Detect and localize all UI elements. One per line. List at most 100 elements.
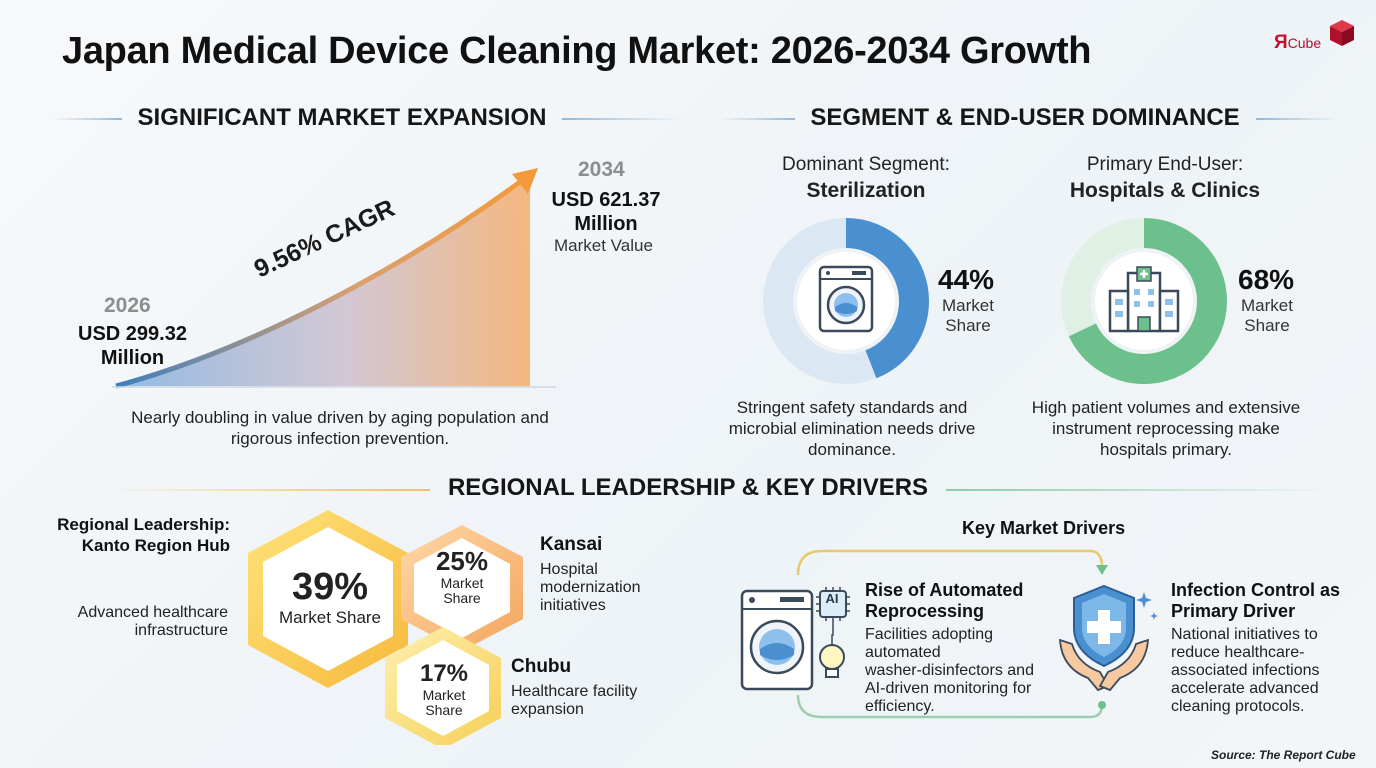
kansai-note-line: modernization	[540, 579, 641, 596]
chubu-percent: 17%	[419, 660, 469, 687]
driver-body-line: National initiatives to	[1171, 626, 1318, 643]
segment-donut-arc	[763, 218, 929, 384]
divider	[946, 489, 1336, 491]
end-user-caption: Primary End-User:	[1086, 154, 1244, 175]
end-user-name: Hospitals & Clinics	[1069, 179, 1261, 202]
divider	[720, 118, 795, 120]
driver-2-title: Infection Control as Primary Driver	[1171, 580, 1340, 622]
end-user-note-line: hospitals primary.	[1100, 440, 1232, 459]
expansion-note: Nearly doubling in value driven by aging…	[100, 407, 580, 449]
kansai-name: Kansai	[540, 534, 603, 555]
driver-body-line: washer-disinfectors and	[865, 662, 1034, 679]
regional-leadership-line: Kanto Region Hub	[81, 536, 230, 555]
section-heading-segment: SEGMENT & END-USER DOMINANCE	[810, 104, 1240, 131]
end-value-amount: USD 621.37	[551, 189, 661, 211]
end-user-note: High patient volumes and extensive instr…	[1016, 397, 1316, 460]
kanto-note-line: infrastructure	[134, 622, 228, 639]
kansai-note: Hospital modernization initiatives	[540, 561, 641, 615]
end-value: USD 621.37 Million	[540, 188, 672, 236]
segment-label: Dominant Segment: Sterilization	[756, 152, 976, 205]
chubu-name: Chubu	[511, 656, 572, 677]
logo-suffix: Cube	[1287, 35, 1322, 51]
share-label-line: Market	[440, 575, 484, 591]
driver-body-line: accelerate advanced	[1171, 680, 1319, 697]
divider	[100, 489, 430, 491]
end-caption: Market Value	[554, 236, 653, 255]
kansai-percent: 25%	[435, 546, 489, 576]
share-label-line: Market	[1241, 296, 1293, 315]
drivers-connector-graphic	[796, 549, 1108, 719]
drivers-heading: Key Market Drivers	[962, 518, 1126, 538]
divider	[52, 118, 122, 120]
end-user-donut-chart	[1061, 218, 1227, 384]
section-heading-expansion: SIGNIFICANT MARKET EXPANSION	[137, 104, 547, 131]
kanto-share-label: Market Share	[278, 608, 382, 627]
chubu-note-line: Healthcare facility	[511, 683, 638, 700]
share-label-line: Share	[1244, 316, 1290, 335]
hospital-icon	[1108, 266, 1180, 333]
driver-title-line: Infection Control as	[1171, 580, 1341, 600]
expansion-note-line: Nearly doubling in value driven by aging…	[131, 408, 549, 427]
source-credit: Source: The Report Cube	[1211, 748, 1356, 762]
kansai-note-line: Hospital	[540, 561, 598, 578]
driver-title-line: Primary Driver	[1171, 601, 1296, 621]
chubu-hex-label: 17% Market Share	[402, 660, 486, 718]
share-label-line: Share	[945, 316, 991, 335]
page-title: Japan Medical Device Cleaning Market: 20…	[62, 30, 1092, 72]
chubu-note-line: expansion	[511, 701, 584, 718]
end-user-donut-arc	[1061, 218, 1227, 384]
segment-note-line: microbial elimination needs drive	[728, 419, 976, 438]
segment-caption: Dominant Segment:	[782, 154, 950, 175]
growth-curve-graphic	[112, 168, 556, 389]
company-logo: ЯCube	[1268, 18, 1358, 68]
logo-mark: Я	[1274, 32, 1288, 53]
kanto-note-line: Advanced healthcare	[77, 604, 228, 621]
driver-title-line: Rise of Automated	[865, 580, 1024, 600]
segment-percent: 44%	[938, 264, 995, 295]
driver-body-line: Facilities adopting	[865, 626, 994, 643]
automated-washer-icon	[740, 587, 850, 691]
kanto-percent: 39%	[291, 566, 369, 608]
regional-hexagon-graphic	[248, 510, 523, 745]
divider	[1256, 118, 1336, 120]
start-value-amount: USD 299.32	[78, 323, 187, 345]
section-heading-regional: REGIONAL LEADERSHIP & KEY DRIVERS	[447, 474, 929, 501]
segment-note: Stringent safety standards and microbial…	[712, 397, 992, 460]
driver-body-line: efficiency.	[865, 698, 935, 715]
share-label-line: Share	[443, 590, 481, 606]
start-value-unit: Million	[100, 347, 165, 369]
driver-1-title: Rise of Automated Reprocessing	[865, 580, 1023, 622]
segment-note-line: Stringent safety standards and	[736, 398, 968, 417]
washing-machine-icon	[818, 265, 874, 333]
segment-donut-chart	[763, 218, 929, 384]
driver-1-body: Facilities adopting automated washer-dis…	[865, 626, 1034, 716]
driver-body-line: associated infections	[1171, 662, 1320, 679]
driver-body-line: automated	[865, 644, 941, 661]
kansai-hex-label: 25% Market Share	[420, 546, 504, 606]
kansai-note-line: initiatives	[540, 597, 606, 614]
kanto-hex-label: 39% Market Share	[262, 566, 398, 628]
driver-2-body: National initiatives to reduce healthcar…	[1171, 626, 1320, 716]
shield-hands-icon	[1059, 584, 1158, 692]
end-year: 2034	[578, 158, 625, 181]
end-user-share-label: Market Share	[1241, 296, 1293, 336]
driver-body-line: reduce healthcare-	[1171, 644, 1305, 661]
share-label-line: Share	[425, 702, 463, 718]
share-label-line: Market	[942, 296, 994, 315]
divider	[562, 118, 682, 120]
regional-leadership-line: Regional Leadership:	[57, 515, 230, 534]
end-user-percent: 68%	[1238, 264, 1295, 295]
end-value-unit: Million	[574, 213, 638, 235]
expansion-note-line: rigorous infection prevention.	[230, 429, 450, 448]
start-value: USD 299.32 Million	[60, 322, 205, 370]
regional-leadership-label: Regional Leadership: Kanto Region Hub	[30, 514, 230, 556]
segment-note-line: dominance.	[808, 440, 896, 459]
start-year: 2026	[104, 294, 151, 317]
driver-body-line: cleaning protocols.	[1171, 698, 1305, 715]
kanto-note: Advanced healthcare infrastructure	[30, 604, 228, 640]
segment-share-label: Market Share	[942, 296, 994, 336]
share-label-line: Market	[422, 687, 466, 703]
segment-name: Sterilization	[806, 179, 926, 202]
driver-body-line: AI-driven monitoring for	[865, 680, 1032, 697]
chubu-note: Healthcare facility expansion	[511, 683, 637, 719]
